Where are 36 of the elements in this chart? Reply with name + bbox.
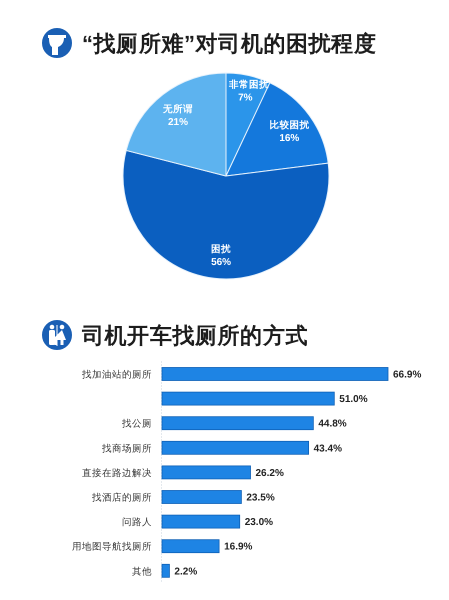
data-label: 21%: [168, 117, 188, 128]
y-tick-label: 找酒店的厕所: [91, 492, 152, 504]
y-tick-label: 找公厕: [121, 418, 152, 430]
y-tick-label: 找加油站的厕所: [81, 368, 152, 380]
data-label: 56%: [211, 257, 232, 268]
data-label: 16%: [279, 132, 300, 144]
data-label: 16.9%: [224, 542, 253, 553]
y-tick-label: 用地图导航找厕所: [72, 540, 152, 553]
slice-label: 无所谓: [162, 103, 194, 116]
bar: [162, 466, 251, 480]
chart-title: “找厕所难”对司机的困扰程度: [82, 31, 376, 56]
slice-label: 困扰: [211, 243, 232, 256]
y-tick-label: 直接在路边解决: [82, 466, 152, 479]
data-label: 44.8%: [318, 418, 347, 430]
slice-label: 比较困扰: [269, 118, 310, 131]
y-tick-label: 其他: [132, 565, 152, 578]
data-label: 23.5%: [246, 492, 275, 504]
data-label: 26.2%: [256, 468, 284, 479]
y-tick-label: 找商场厕所: [101, 442, 152, 454]
bar: [162, 514, 240, 528]
bar: [162, 367, 388, 381]
slice-label: 非常困扰: [228, 78, 270, 91]
data-label: 7%: [238, 92, 253, 104]
bar: [162, 416, 314, 430]
bar: [162, 392, 335, 406]
bar: [162, 490, 242, 504]
data-label: 23.0%: [244, 517, 274, 528]
data-label: 66.9%: [393, 370, 422, 380]
data-label: 2.2%: [174, 566, 198, 578]
y-tick-label: 问路人: [122, 516, 152, 528]
data-label: 43.4%: [314, 443, 342, 454]
bar: [162, 539, 220, 554]
bar: [162, 440, 310, 455]
data-label: 51.0%: [339, 394, 368, 406]
bar: [162, 564, 170, 578]
chart-title: 司机开车找厕所的方式: [81, 323, 308, 348]
